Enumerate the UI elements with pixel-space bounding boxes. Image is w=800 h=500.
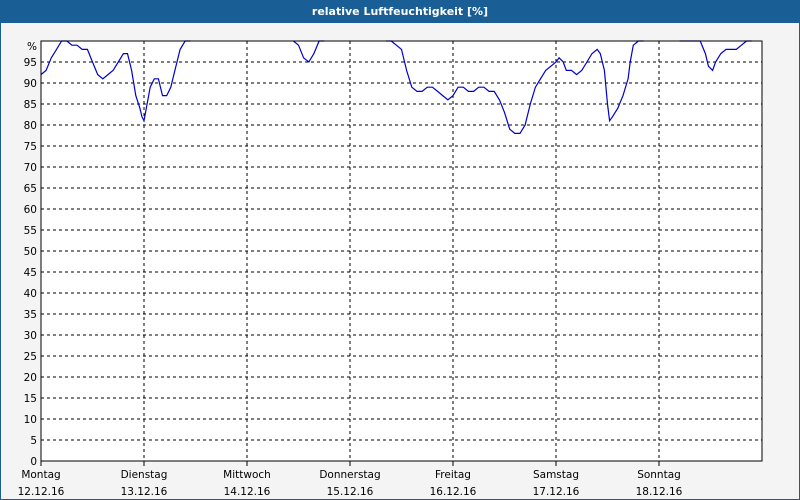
chart-title: relative Luftfeuchtigkeit [%] <box>1 1 799 23</box>
y-axis: 0 5 10 15 20 25 30 35 40 45 50 55 60 65 70 75 80 85 90 95% <box>24 41 37 468</box>
y-tick-label: 5 <box>30 435 37 447</box>
grid <box>41 41 762 461</box>
y-tick-label: 90 <box>24 78 37 90</box>
y-tick-label: 25 <box>24 351 37 363</box>
x-tick-day: Dienstag <box>121 469 168 481</box>
x-tick-day: Donnerstag <box>319 469 380 481</box>
y-tick-label: 50 <box>24 246 37 258</box>
x-tick-day: Montag <box>21 469 60 481</box>
y-tick-label: 0 <box>30 456 37 468</box>
y-tick-label: 35 <box>24 309 37 321</box>
y-tick-label: 15 <box>24 393 37 405</box>
y-tick-label: 40 <box>24 288 37 300</box>
x-tick-date: 17.12.16 <box>533 486 580 498</box>
y-tick-label: 55 <box>24 225 37 237</box>
y-tick-label: 70 <box>24 162 37 174</box>
plot-border <box>40 40 763 462</box>
x-tick-day: Samstag <box>533 469 579 481</box>
x-tick-date: 13.12.16 <box>121 486 168 498</box>
y-axis-unit: % <box>27 41 37 53</box>
x-tick-date: 15.12.16 <box>327 486 374 498</box>
x-tick-day: Mittwoch <box>223 469 271 481</box>
y-tick-label: 75 <box>24 141 37 153</box>
x-tick-date: 14.12.16 <box>224 486 271 498</box>
x-tick-date: 16.12.16 <box>430 486 477 498</box>
y-tick-label: 65 <box>24 183 37 195</box>
y-tick-label: 45 <box>24 267 37 279</box>
y-tick-label: 95 <box>24 57 37 69</box>
y-tick-label: 10 <box>24 414 37 426</box>
x-tick-date: 12.12.16 <box>18 486 65 498</box>
series-line <box>386 40 644 134</box>
y-tick-label: 30 <box>24 330 37 342</box>
y-tick-label: 20 <box>24 372 37 384</box>
x-tick-day: Freitag <box>435 469 471 481</box>
series-line <box>40 40 191 123</box>
x-axis: Montag 12.12.16 Dienstag 13.12.16 Mittwoch 14… <box>18 461 683 498</box>
y-tick-label: 85 <box>24 99 37 111</box>
x-tick-date: 18.12.16 <box>636 486 683 498</box>
y-tick-label: 80 <box>24 120 37 132</box>
y-tick-label: 60 <box>24 204 37 216</box>
x-tick-day: Sonntag <box>637 469 681 481</box>
